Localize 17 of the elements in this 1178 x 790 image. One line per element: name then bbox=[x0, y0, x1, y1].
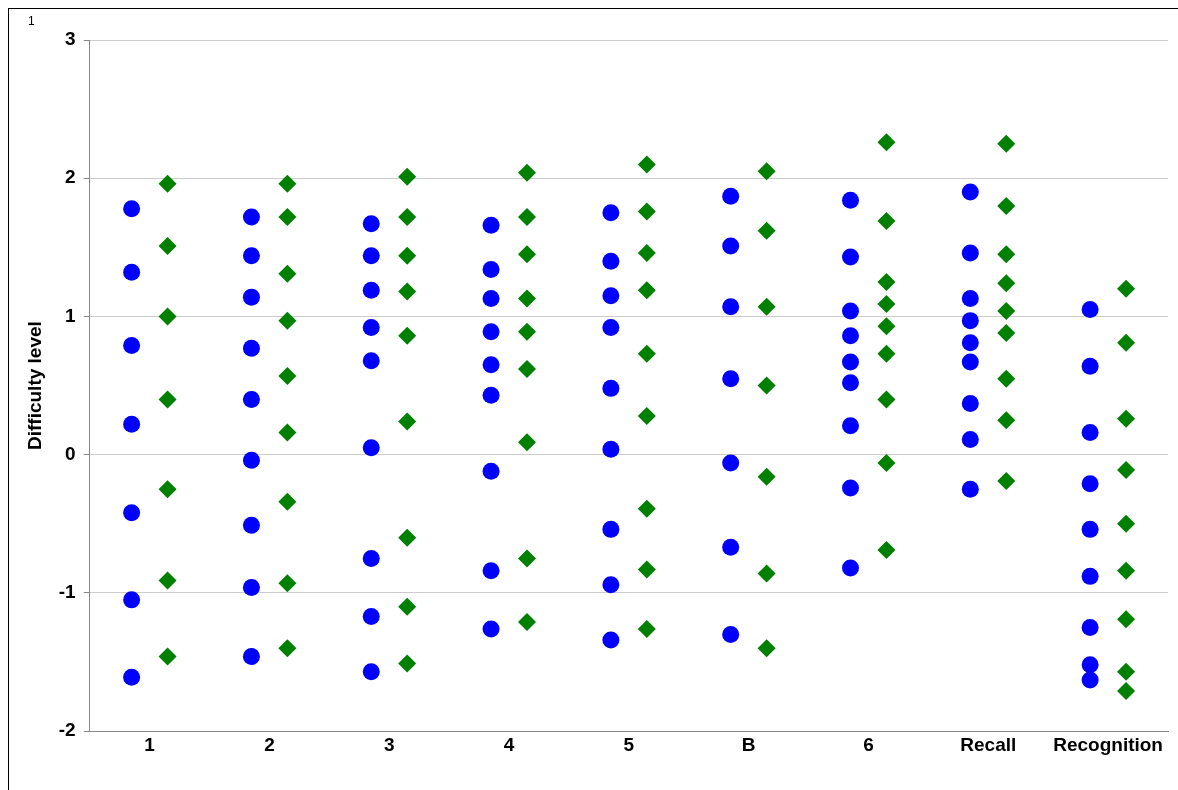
x-tick-label: Recognition bbox=[1053, 733, 1163, 755]
x-tick-label: 3 bbox=[383, 733, 395, 755]
x-tick-label: 2 bbox=[264, 733, 275, 755]
y-tick-label: -2 bbox=[58, 719, 76, 741]
x-tick-label: 4 bbox=[503, 733, 515, 755]
y-axis-title: Difficulty level bbox=[23, 321, 45, 451]
y-tick-label: 1 bbox=[65, 304, 77, 326]
x-tick-label: 5 bbox=[623, 733, 635, 755]
y-tick-label: -1 bbox=[58, 581, 77, 603]
y-tick-label: 2 bbox=[65, 166, 76, 188]
x-tick-label: 1 bbox=[144, 733, 156, 755]
x-tick-label: B bbox=[741, 733, 756, 755]
x-tick-label: Recall bbox=[960, 733, 1017, 755]
x-tick-label: 6 bbox=[863, 733, 874, 755]
y-tick-label: 3 bbox=[65, 28, 76, 50]
y-tick-label: 0 bbox=[65, 442, 76, 464]
text: 1 bbox=[28, 14, 35, 28]
